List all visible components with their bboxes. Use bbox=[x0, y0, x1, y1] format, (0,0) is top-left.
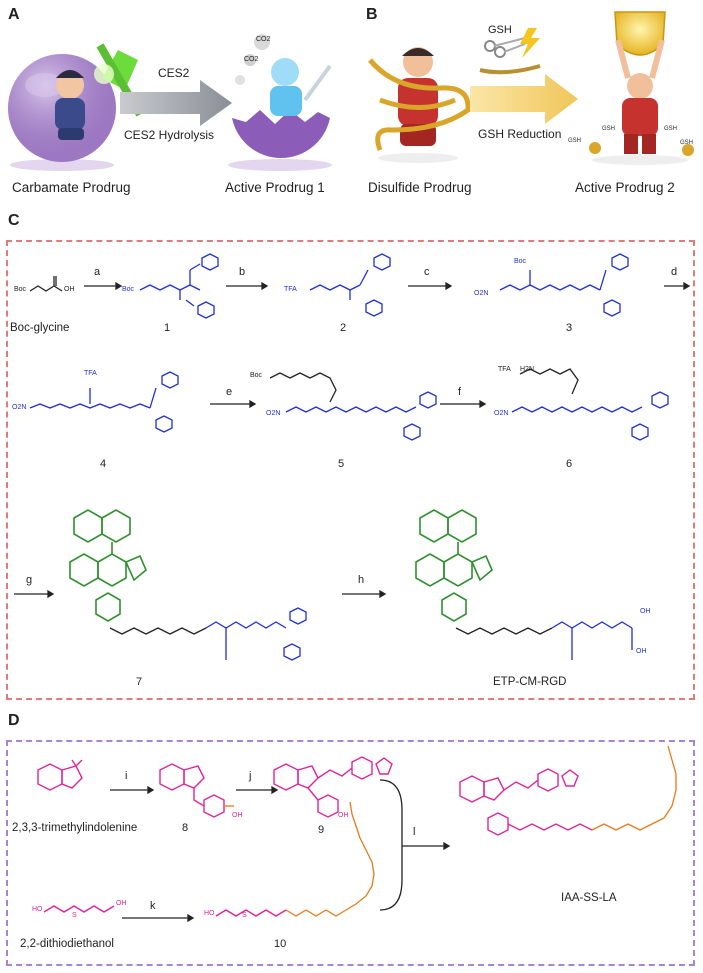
oh-atom-d2: OH bbox=[232, 812, 243, 819]
active-prodrug-1-illustration bbox=[228, 34, 332, 171]
active-prodrug-1-caption: Active Prodrug 1 bbox=[225, 180, 325, 195]
step-label-d: d bbox=[671, 266, 678, 278]
step-label-f: f bbox=[458, 386, 462, 398]
nh2-atom-1: H2N bbox=[520, 366, 535, 373]
oh-atom-1: OH bbox=[64, 286, 75, 293]
tfa-atom-3: TFA bbox=[498, 366, 511, 373]
compound-3-label: 3 bbox=[566, 322, 573, 334]
carbamate-prodrug-sphere bbox=[8, 54, 116, 171]
disulfide-prodrug-illustration bbox=[368, 47, 471, 163]
co2-bubble-label-2: CO2 bbox=[244, 56, 259, 63]
reaction-arrows-panel-d bbox=[110, 779, 451, 923]
gsh-reduction-label: GSH Reduction bbox=[478, 127, 562, 141]
compound-1-label: 1 bbox=[164, 322, 171, 334]
gsh-tag-1: GSH bbox=[568, 138, 582, 144]
step-label-l: l bbox=[413, 826, 416, 838]
ces2-label: CES2 bbox=[158, 66, 190, 80]
compound-10-structure bbox=[215, 801, 375, 917]
step-label-k: k bbox=[150, 900, 156, 912]
co2-bubble-label-1: CO2 bbox=[256, 36, 271, 43]
boc-atom-3: Boc bbox=[514, 258, 527, 265]
oh-atom-3: OH bbox=[636, 648, 647, 655]
compound-8-label: 8 bbox=[182, 822, 189, 834]
compound-2-label: 2 bbox=[340, 322, 347, 334]
dithiodiethanol-label: 2,2-dithiodiethanol bbox=[20, 938, 114, 950]
compound-7-label: 7 bbox=[136, 676, 143, 688]
gsh-tag-2: GSH bbox=[602, 126, 616, 132]
compound-8-structure bbox=[159, 763, 234, 818]
no2-atom-4: O2N bbox=[494, 410, 509, 417]
compound-4-label: 4 bbox=[100, 458, 107, 470]
oh-atom-d3: OH bbox=[338, 812, 349, 819]
no2-atom-2: O2N bbox=[12, 404, 27, 411]
step-label-j: j bbox=[249, 770, 252, 782]
gsh-label: GSH bbox=[488, 24, 512, 36]
tfa-atom-2: TFA bbox=[84, 370, 97, 377]
panel-d-frame bbox=[6, 740, 695, 966]
iaa-ss-la-structure bbox=[459, 745, 677, 836]
gsh-tag-4: GSH bbox=[680, 140, 694, 146]
dithiodiethanol-structure bbox=[43, 905, 115, 913]
ces2-hydrolysis-label: CES2 Hydrolysis bbox=[124, 128, 215, 142]
boc-atom-4: Boc bbox=[250, 372, 263, 379]
carbamate-prodrug-caption: Carbamate Prodrug bbox=[12, 180, 131, 195]
reaction-arrows-row1 bbox=[14, 281, 691, 599]
compound-2-structure bbox=[309, 253, 391, 317]
step-label-c: c bbox=[424, 266, 430, 278]
panel-a-letter: A bbox=[8, 6, 20, 23]
compound-3-structure bbox=[499, 253, 629, 317]
step-label-a: a bbox=[94, 266, 101, 278]
gsh-tag-3: GSH bbox=[664, 126, 678, 132]
compound-9-label: 9 bbox=[318, 824, 325, 836]
step-label-h: h bbox=[358, 574, 365, 586]
tfa-atom-1: TFA bbox=[284, 286, 297, 293]
panel-d-letter: D bbox=[8, 712, 20, 729]
active-prodrug-2-caption: Active Prodrug 2 bbox=[575, 180, 675, 195]
ho-atom-1: HO bbox=[32, 906, 43, 913]
panel-c-letter: C bbox=[8, 212, 20, 229]
compound-10-label: 10 bbox=[274, 938, 287, 950]
ces2-arrow bbox=[120, 80, 232, 126]
compound-7-structure bbox=[69, 509, 307, 661]
compound-5-structure bbox=[269, 372, 437, 441]
compound-5-label: 5 bbox=[338, 458, 345, 470]
step-label-e: e bbox=[226, 386, 233, 398]
boc-atom-1: Boc bbox=[14, 286, 27, 293]
trimethylindolenine-structure bbox=[37, 759, 83, 791]
no2-atom-1: O2N bbox=[474, 290, 489, 297]
s-atom-1: S bbox=[72, 912, 77, 919]
step-label-b: b bbox=[239, 266, 246, 278]
etp-cm-rgd-label: ETP-CM-RGD bbox=[493, 676, 567, 688]
compound-6-structure bbox=[511, 368, 669, 441]
scissors-icon bbox=[479, 37, 541, 75]
panel-b-letter: B bbox=[366, 6, 378, 23]
step-label-g: g bbox=[26, 574, 33, 586]
iaa-ss-la-label: IAA-SS-LA bbox=[561, 892, 617, 904]
s-atom-2: S bbox=[242, 912, 247, 919]
boc-glycine-structure bbox=[29, 276, 63, 292]
compound-6-label: 6 bbox=[566, 458, 573, 470]
compound-9-structure bbox=[273, 756, 393, 818]
etp-cm-rgd-structure bbox=[415, 509, 633, 660]
disulfide-prodrug-caption: Disulfide Prodrug bbox=[368, 180, 472, 195]
compound-4-structure bbox=[29, 371, 179, 433]
panel-c-frame bbox=[6, 240, 695, 700]
oh-atom-2: OH bbox=[640, 608, 651, 615]
lightning-icon bbox=[520, 28, 540, 58]
trimethylindolenine-label: 2,3,3-trimethylindolenine bbox=[12, 822, 138, 834]
no2-atom-3: O2N bbox=[266, 410, 281, 417]
oh-atom-d1: OH bbox=[116, 900, 127, 907]
boc-glycine-label: Boc-glycine bbox=[10, 322, 70, 334]
step-label-i: i bbox=[125, 770, 128, 782]
compound-1-structure bbox=[139, 253, 219, 319]
ho-atom-2: HO bbox=[204, 910, 215, 917]
gsh-arrow bbox=[470, 74, 578, 124]
boc-atom-2: Boc bbox=[122, 286, 135, 293]
active-prodrug-2-illustration bbox=[589, 11, 694, 165]
